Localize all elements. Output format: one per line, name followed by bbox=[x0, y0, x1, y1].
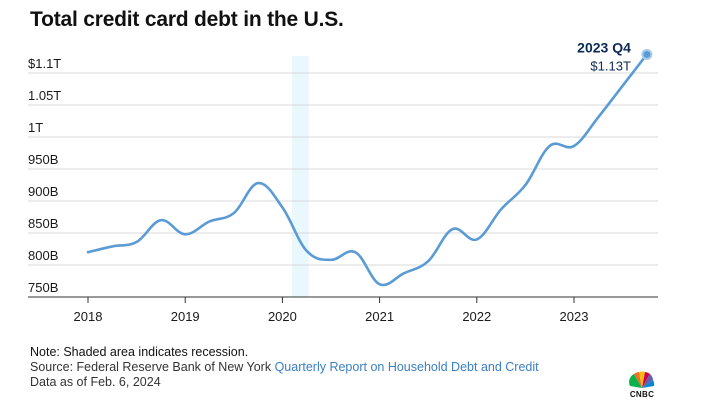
y-tick-label: 1.05T bbox=[28, 88, 61, 103]
recession-band bbox=[292, 56, 309, 297]
line-chart: 750B 800B 850B 900B 950B 1T 1.05T $1.1T 2018 2019… bbox=[28, 39, 658, 324]
y-tick-label: 900B bbox=[28, 184, 58, 199]
recession-note: Note: Shaded area indicates recession. bbox=[30, 345, 249, 359]
y-tick-label: 750B bbox=[28, 280, 58, 295]
source-line: Source: Federal Reserve Bank of New York… bbox=[30, 360, 539, 375]
x-tick-label: 2021 bbox=[365, 309, 394, 324]
x-tick-label: 2020 bbox=[268, 309, 297, 324]
x-tick-label: 2022 bbox=[462, 309, 491, 324]
y-tick-label: $1.1T bbox=[28, 56, 61, 71]
y-tick-label: 950B bbox=[28, 152, 58, 167]
nbc-peacock-icon bbox=[629, 371, 655, 388]
chart-notes: Note: Shaded area indicates recession. S… bbox=[30, 345, 539, 390]
annotation-period: 2023 Q4 bbox=[577, 39, 631, 55]
y-tick-label: 850B bbox=[28, 216, 58, 231]
series-line bbox=[86, 53, 649, 287]
y-tick-label: 1T bbox=[28, 120, 43, 135]
y-tick-label: 800B bbox=[28, 248, 58, 263]
x-tick-label: 2023 bbox=[560, 309, 589, 324]
logo-wordmark: CNBC bbox=[629, 390, 655, 399]
source-link[interactable]: Quarterly Report on Household Debt and C… bbox=[274, 360, 539, 374]
x-tick-label: 2018 bbox=[74, 309, 103, 324]
page-title: Total credit card debt in the U.S. bbox=[30, 8, 344, 31]
x-tick-label: 2019 bbox=[171, 309, 200, 324]
annotation-value: $1.13T bbox=[590, 58, 631, 73]
endpoint-marker bbox=[641, 48, 653, 60]
data-date: Data as of Feb. 6, 2024 bbox=[30, 375, 161, 389]
source-prefix: Source: Federal Reserve Bank of New York bbox=[30, 360, 275, 374]
